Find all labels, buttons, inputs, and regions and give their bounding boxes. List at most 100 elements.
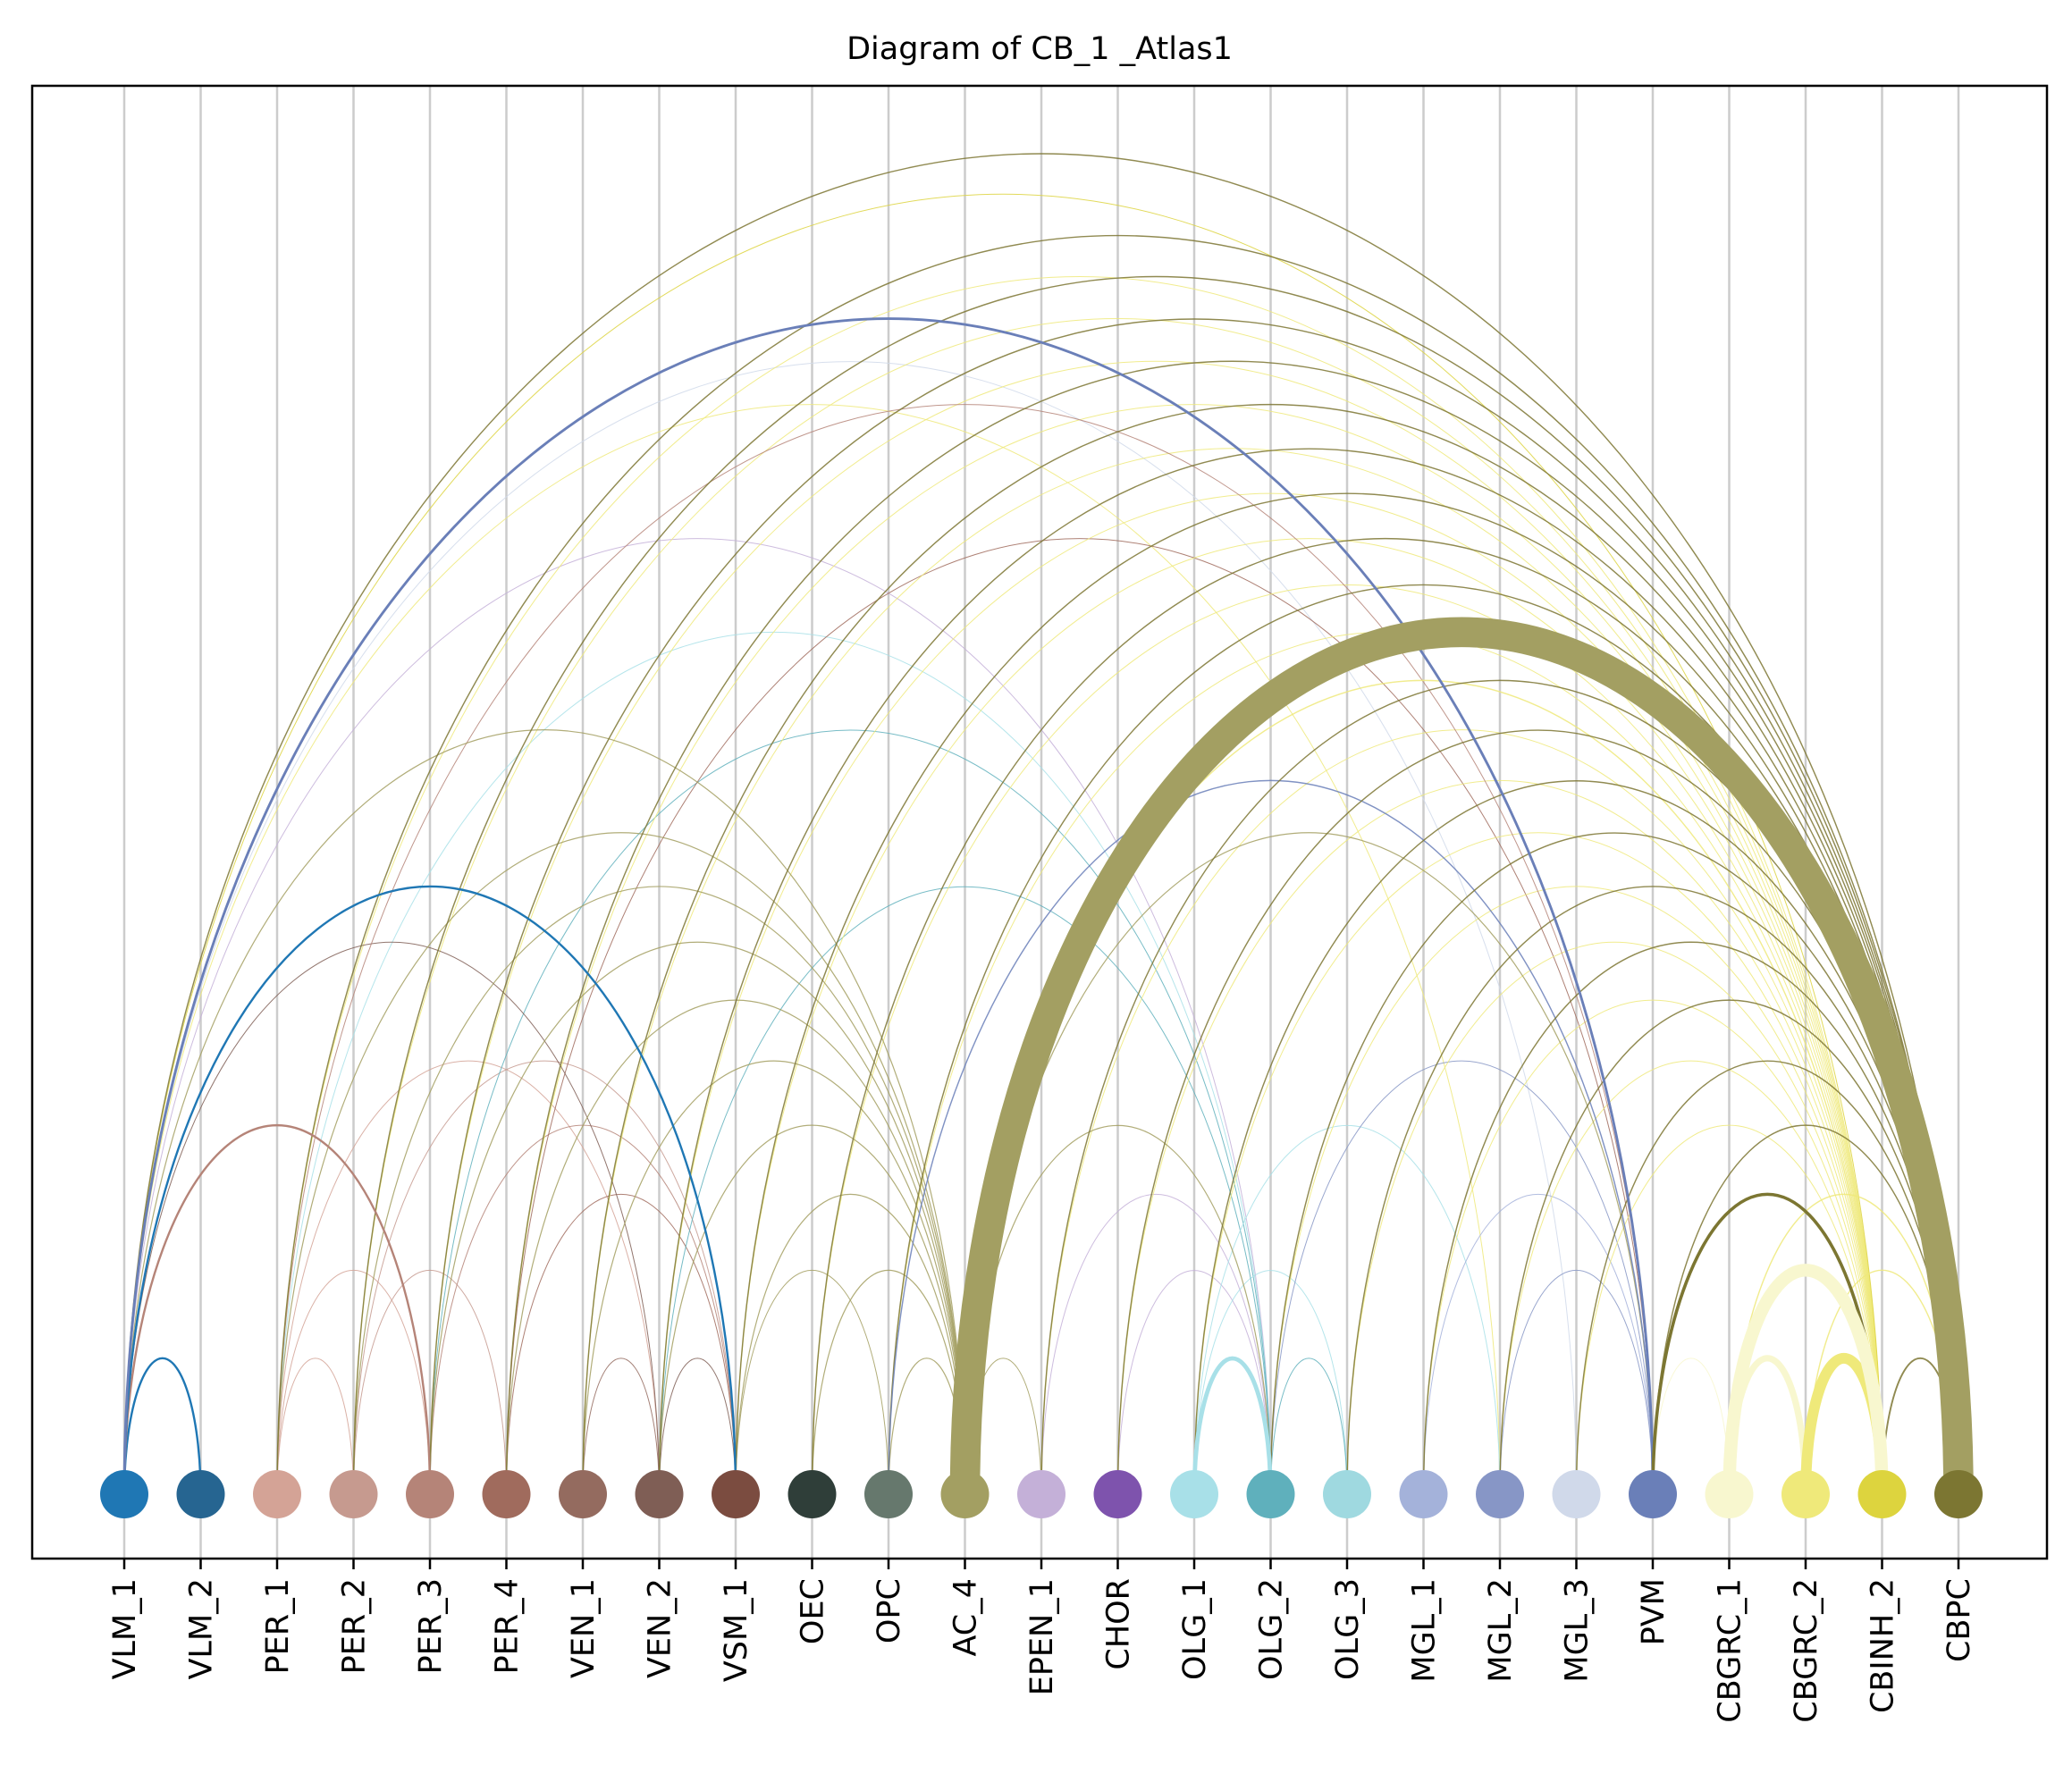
arc-vlm_1-vsm_1 [122, 885, 737, 1495]
node-ven_2 [635, 1470, 684, 1518]
arc-per_2-per_4 [353, 1269, 507, 1495]
arc-per_1-per_3 [276, 1269, 431, 1495]
arc-per_3-olg_2 [429, 729, 1271, 1495]
arc-mgl_2-pvm [1499, 1269, 1654, 1495]
arc-mgl_1-cbinh_2 [1423, 999, 1882, 1495]
tick-label-ac_4: AC_4 [948, 1578, 984, 1657]
tick-label-mgl_3: MGL_3 [1560, 1578, 1596, 1683]
arc-per_1-per_2 [276, 1358, 354, 1495]
node-ac_4 [940, 1470, 990, 1518]
arc-per_4-pvm [506, 538, 1654, 1495]
arc-per_3-cbinh_2 [429, 360, 1882, 1495]
arc-per_3-ac_4 [429, 941, 966, 1495]
node-per_4 [482, 1470, 531, 1518]
node-cbpc [1934, 1470, 1983, 1518]
arc-vlm_1-mgl_2 [123, 404, 1501, 1495]
tick-label-mgl_2: MGL_2 [1483, 1578, 1519, 1683]
arc-epen_1-cbinh_2 [1040, 729, 1882, 1495]
arc-per_2-ac_4 [352, 886, 966, 1495]
arc-mgl_3-cbinh_2 [1576, 1124, 1882, 1495]
arc-olg_2-pvm [1270, 1060, 1654, 1495]
arc-olg_2-cbinh_2 [1270, 886, 1882, 1495]
arc-ven_2-cbinh_2 [659, 492, 1882, 1495]
arc-per_2-vsm_1 [353, 1060, 737, 1495]
arc-per_2-cbpc [352, 275, 1959, 1495]
tick-label-per_2: PER_2 [337, 1578, 373, 1674]
arc-pvm-cbgrc_1 [1652, 1358, 1730, 1495]
arc-per_3-cbpc [429, 317, 1959, 1495]
arc-olg_3-cbinh_2 [1346, 941, 1882, 1495]
arc-ven_1-cbinh_2 [582, 448, 1882, 1495]
arc-vsm_1-cbinh_2 [735, 538, 1882, 1495]
tick-label-vlm_1: VLM_1 [107, 1578, 143, 1679]
arc-mgl_1-pvm [1423, 1193, 1654, 1495]
arc-ac_4-cbpc [949, 617, 1974, 1495]
arc-vsm_1-ac_4 [735, 1193, 966, 1495]
arc-vlm_1-cbpc [123, 153, 1959, 1495]
node-vlm_2 [176, 1470, 225, 1518]
node-oec [788, 1470, 837, 1518]
arc-mgl_2-cbinh_2 [1499, 1060, 1882, 1495]
arc-vlm_1-ac_4 [123, 729, 966, 1495]
tick-label-cbpc: CBPC [1941, 1578, 1977, 1662]
tick-label-pvm: PVM [1636, 1578, 1672, 1645]
tick-label-oec: OEC [796, 1578, 831, 1644]
node-mgl_2 [1476, 1470, 1524, 1518]
node-per_1 [253, 1470, 301, 1518]
tick-label-ven_2: VEN_2 [643, 1578, 678, 1678]
arc-cbgrc_1-cbinh_2 [1722, 1264, 1889, 1495]
arc-olg_2-olg_3 [1270, 1358, 1348, 1495]
node-per_3 [406, 1470, 454, 1518]
arc-vlm_1-ven_2 [123, 941, 660, 1495]
arc-vlm_1-mgl_3 [123, 360, 1577, 1495]
tick-label-olg_1: OLG_1 [1177, 1578, 1213, 1680]
tick-label-per_3: PER_3 [413, 1578, 449, 1674]
arc-olg_1-cbinh_2 [1193, 832, 1882, 1495]
arc-per_4-cbpc [505, 360, 1959, 1495]
node-opc [864, 1470, 913, 1518]
x-axis-ticks: VLM_1 VLM_2 PER_1 PER_2 PER_3 PER_4 VEN_1 VEN_2… [107, 1559, 1977, 1723]
tick-label-per_4: PER_4 [490, 1578, 526, 1674]
node-olg_3 [1323, 1470, 1371, 1518]
arc-vlm_1-olg_2 [123, 538, 1271, 1495]
arc-ven_1-cbpc [582, 403, 1959, 1495]
arc-chor-olg_2 [1117, 1269, 1271, 1495]
plot-frame [30, 84, 2049, 1560]
node-pvm [1629, 1470, 1677, 1518]
arc-ven_2-ac_4 [658, 1124, 966, 1495]
arc-vlm_1-cbinh_2 [123, 193, 1882, 1495]
node-olg_1 [1170, 1470, 1218, 1518]
arc-chor-cbinh_2 [1117, 779, 1882, 1495]
tick-label-cbinh_2: CBINH_2 [1866, 1578, 1901, 1713]
node-per_2 [329, 1470, 378, 1518]
arc-olg_1-mgl_2 [1193, 1124, 1501, 1495]
tick-label-opc: OPC [872, 1578, 907, 1643]
arc-vlm_1-pvm [122, 317, 1655, 1495]
arc-vlm_1-per_3 [122, 1124, 432, 1495]
node-cbinh_2 [1857, 1470, 1907, 1518]
arc-oec-cbinh_2 [812, 584, 1882, 1495]
tick-label-olg_2: OLG_2 [1254, 1578, 1290, 1680]
tick-label-mgl_1: MGL_1 [1407, 1578, 1443, 1683]
arc-per_4-vsm_1 [506, 1193, 737, 1495]
nodes [100, 1470, 1983, 1518]
node-mgl_3 [1552, 1470, 1601, 1518]
arc-olg_1-olg_3 [1193, 1269, 1348, 1495]
arc-ven_1-ven_2 [582, 1358, 660, 1495]
node-epen_1 [1017, 1470, 1065, 1518]
arc-per_1-cbpc [276, 234, 1959, 1495]
arc-olg_1-olg_2 [1192, 1356, 1273, 1495]
arc-per_2-cbinh_2 [353, 318, 1882, 1495]
tick-label-chor: CHOR [1101, 1578, 1137, 1670]
arc-ven_1-ac_4 [582, 1060, 966, 1495]
diagram-title: Diagram of CB_1 _Atlas1 [846, 31, 1233, 67]
arcs [122, 153, 1974, 1495]
tick-label-olg_3: OLG_3 [1330, 1578, 1366, 1680]
node-vsm_1 [712, 1470, 760, 1518]
arc-per_1-pvm [276, 404, 1654, 1495]
tick-label-vlm_2: VLM_2 [184, 1578, 220, 1679]
node-mgl_1 [1399, 1470, 1448, 1518]
arc-vsm_1-opc [735, 1269, 889, 1495]
tick-label-per_1: PER_1 [260, 1578, 296, 1674]
